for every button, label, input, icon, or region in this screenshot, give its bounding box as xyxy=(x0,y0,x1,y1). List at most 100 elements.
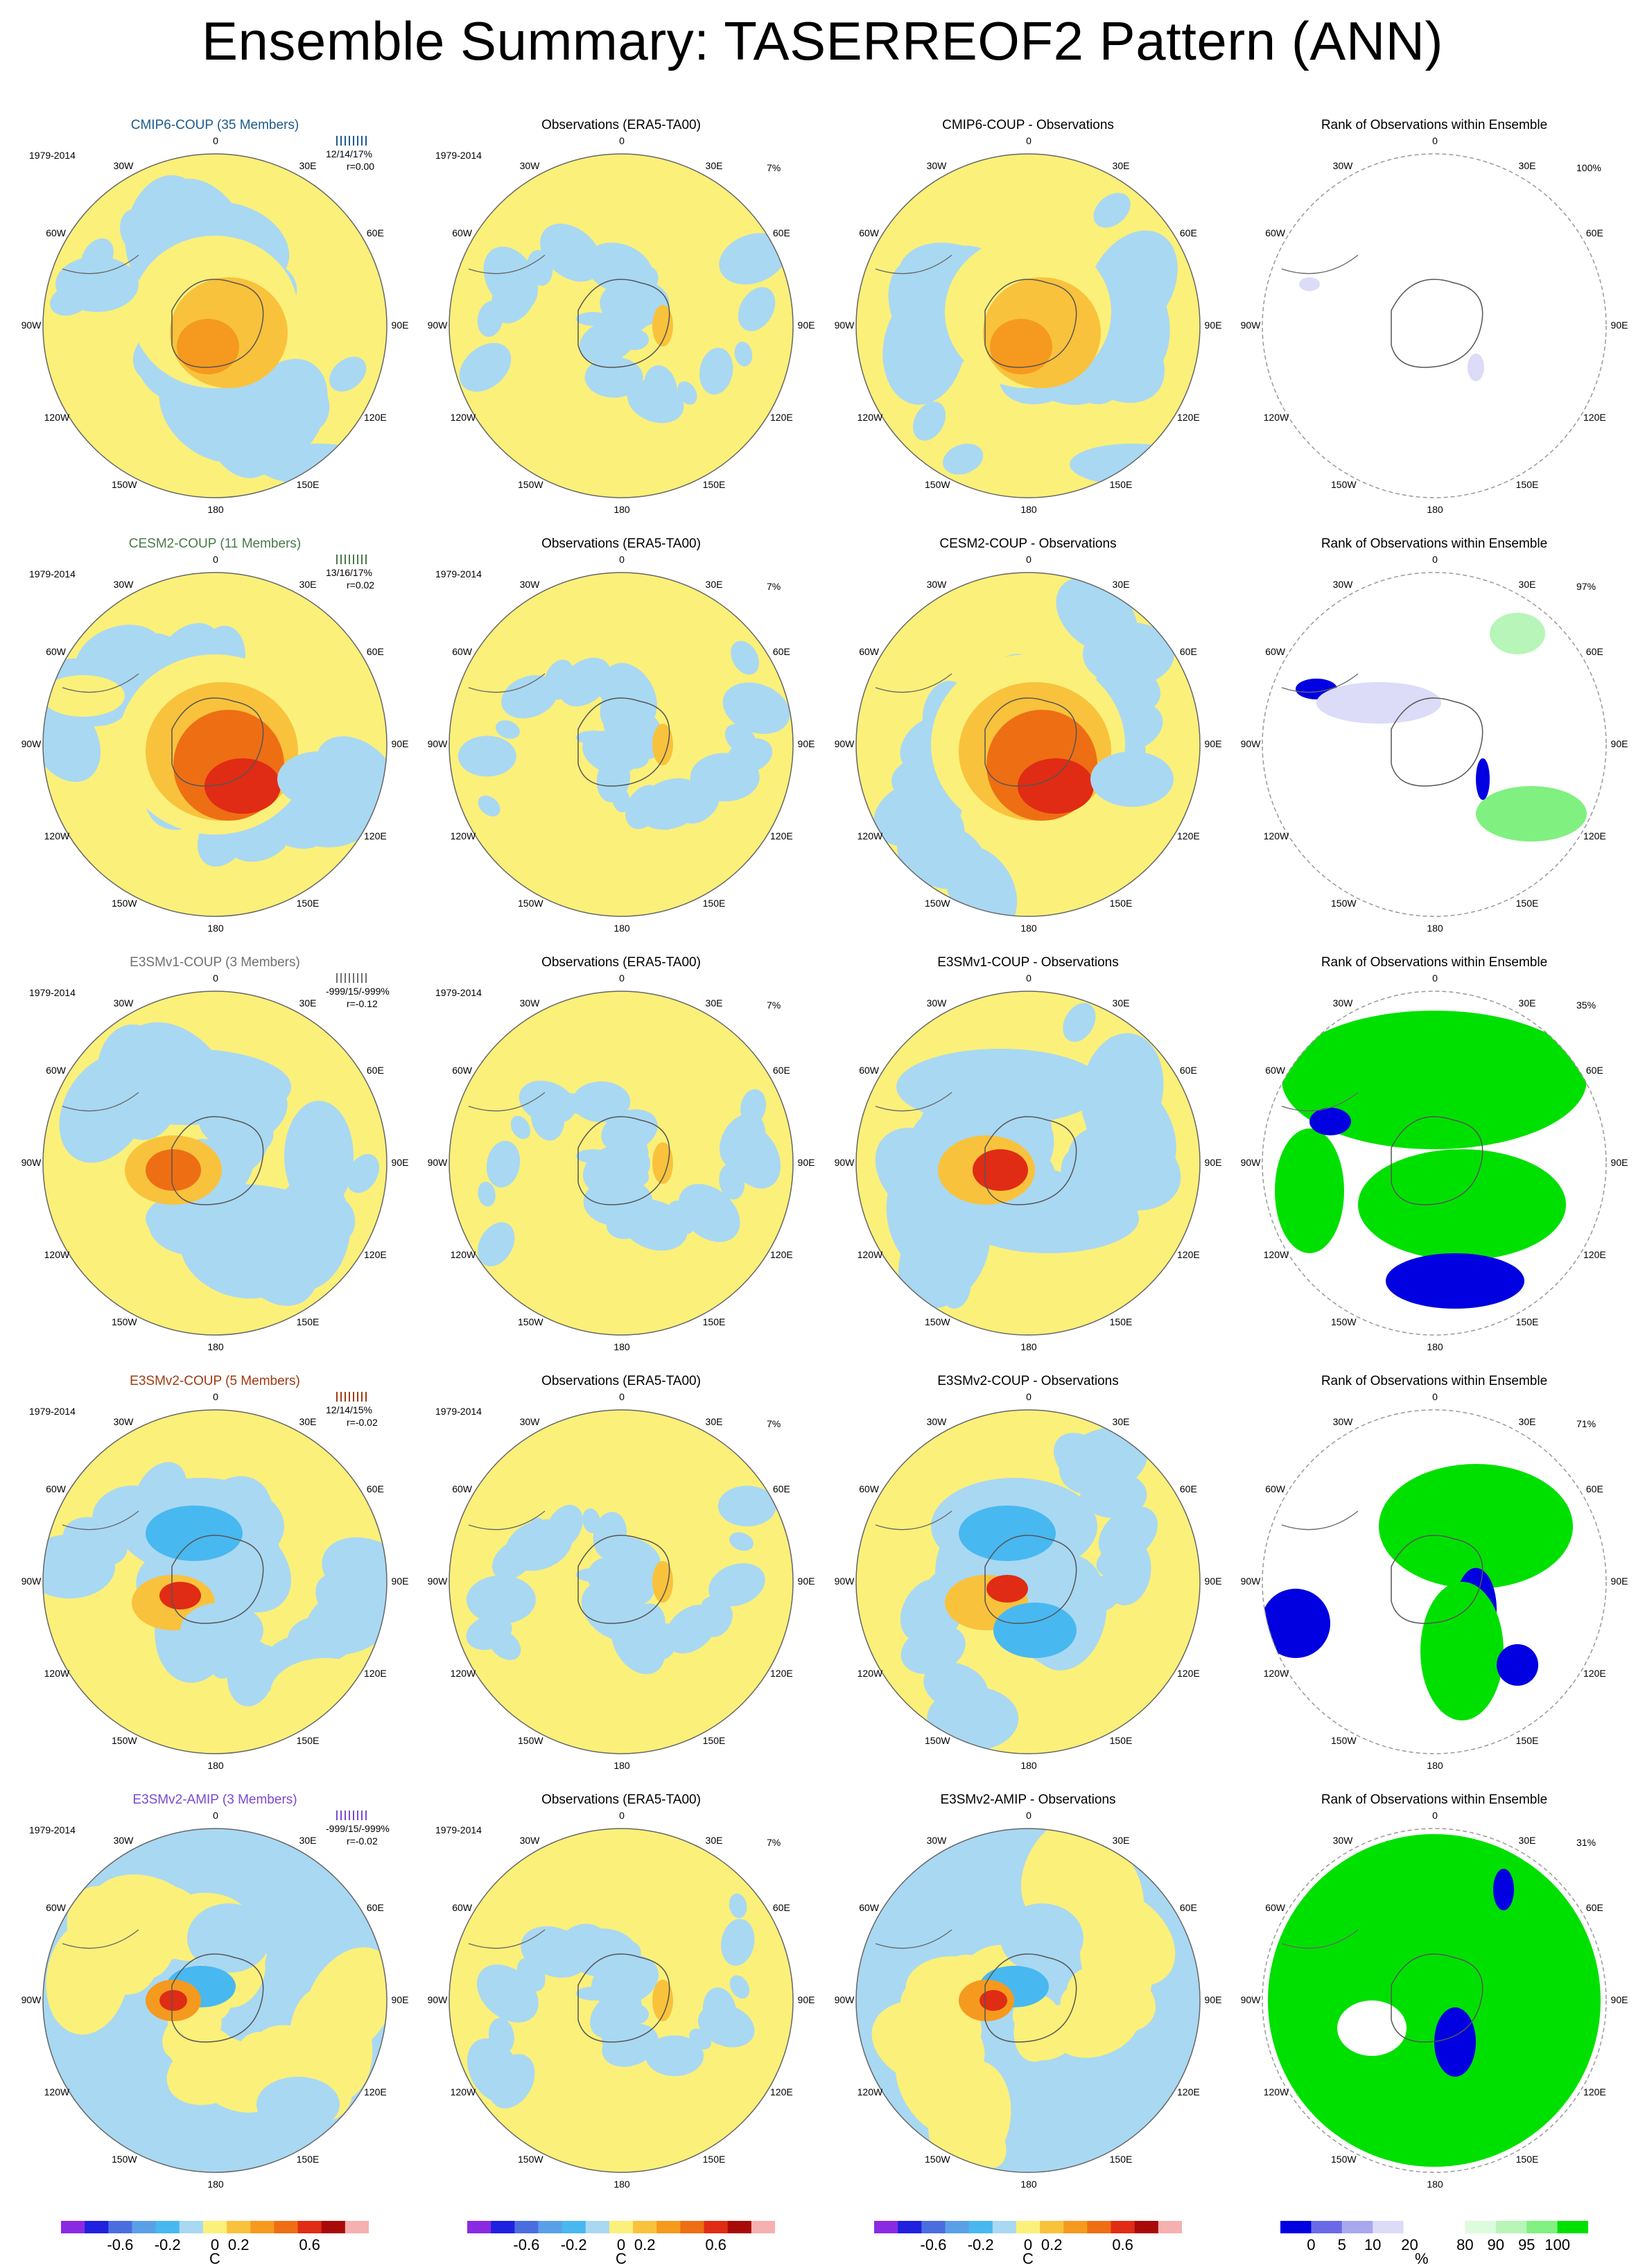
ensemble-tick xyxy=(349,136,350,146)
field-patch xyxy=(729,1532,754,1551)
longitude-label: 90E xyxy=(391,320,409,331)
field-patch xyxy=(943,444,984,475)
longitude-label: 150E xyxy=(296,479,320,491)
map-boundary xyxy=(855,153,1201,498)
field-anomaly xyxy=(621,2004,649,2025)
longitude-label: 90W xyxy=(21,320,42,331)
field-anomaly xyxy=(146,1506,243,1561)
longitude-label: 120E xyxy=(1177,2086,1200,2097)
longitude-label: 60W xyxy=(859,1483,880,1494)
ensemble-tick xyxy=(357,1811,358,1820)
longitude-label: 90W xyxy=(1240,1994,1261,2005)
longitude-label: 60W xyxy=(46,1483,67,1494)
longitude-label: 30E xyxy=(1518,159,1536,171)
rank-region xyxy=(1434,2007,1476,2077)
ensemble-tick xyxy=(365,1392,367,1402)
ensemble-tick xyxy=(357,973,358,983)
field-patch xyxy=(717,1485,776,1527)
map-boundary xyxy=(42,1828,388,2173)
map-boundary xyxy=(1262,1828,1607,2173)
longitude-label: 120E xyxy=(1177,1249,1200,1260)
field-patch xyxy=(612,787,630,812)
longitude-label: 30E xyxy=(705,997,723,1009)
difference-panel-title: E3SMv2-COUP - Observations xyxy=(937,1374,1119,1388)
colorbar-swatch xyxy=(250,2221,275,2233)
longitude-label: 120W xyxy=(1263,1668,1289,1679)
longitude-label: 150E xyxy=(702,1316,726,1328)
field-patch xyxy=(486,1140,521,1188)
longitude-label: 120W xyxy=(1263,412,1289,423)
longitude-label: 30E xyxy=(299,1415,317,1427)
longitude-label: 0 xyxy=(619,972,625,984)
longitude-label: 30E xyxy=(1518,997,1536,1009)
colorbar-tick-label: -0.2 xyxy=(154,2236,181,2253)
field-anomaly xyxy=(973,1149,1028,1191)
ensemble-tick xyxy=(353,136,354,146)
longitude-label: 90E xyxy=(391,1994,409,2005)
map-obs-row5 xyxy=(449,1828,794,2173)
field-patch xyxy=(1122,231,1152,273)
longitude-label: 90W xyxy=(834,738,855,749)
longitude-label: 180 xyxy=(1020,1341,1037,1352)
ensemble-tick xyxy=(340,555,342,564)
antarctica-coastline xyxy=(577,697,670,787)
colorbar-swatch xyxy=(1403,2221,1435,2233)
longitude-label: 30E xyxy=(1112,159,1130,171)
ensemble-tick xyxy=(340,1392,342,1402)
longitude-label: 120E xyxy=(770,1249,793,1260)
south-america-coastline xyxy=(468,1092,546,1112)
colorbar-swatch xyxy=(1016,2221,1041,2233)
longitude-label: 60W xyxy=(859,1902,880,1913)
ensemble-tick xyxy=(353,1392,354,1402)
map-diff-row1 xyxy=(855,153,1201,498)
model-panel-title: E3SMv1-COUP (3 Members) xyxy=(130,955,300,970)
longitude-label: 150E xyxy=(296,898,320,909)
longitude-label: 30W xyxy=(926,1834,947,1846)
field-patch xyxy=(726,1124,781,1189)
field-patch xyxy=(119,209,150,251)
antarctica-coastline xyxy=(984,279,1077,368)
stats-label: 13/16/17% xyxy=(326,567,372,578)
longitude-label: 120E xyxy=(770,2086,793,2097)
field-patch xyxy=(729,1975,750,1999)
field-patch xyxy=(166,2036,256,2105)
rank-region xyxy=(1316,682,1441,724)
field-anomaly xyxy=(677,1246,704,1302)
longitude-label: 180 xyxy=(207,504,224,515)
longitude-label: 60E xyxy=(1585,1483,1603,1494)
longitude-label: 90W xyxy=(427,1994,448,2005)
map-boundary xyxy=(42,153,388,498)
period-label: 1979-2014 xyxy=(29,987,76,998)
field-patch xyxy=(1070,1848,1104,1887)
longitude-label: 60W xyxy=(859,646,880,657)
longitude-label: 30W xyxy=(926,997,947,1009)
longitude-label: 60E xyxy=(1585,646,1603,657)
longitude-label: 120E xyxy=(364,830,387,841)
colorbar-swatch xyxy=(680,2221,705,2233)
longitude-label: 120E xyxy=(1583,830,1606,841)
field-patch xyxy=(619,1128,648,1162)
field-anomaly xyxy=(896,1049,1104,1125)
longitude-label: 30E xyxy=(1518,578,1536,590)
ensemble-tick xyxy=(340,1811,342,1820)
colorbar-swatch xyxy=(108,2221,132,2233)
longitude-label: 60W xyxy=(859,227,880,238)
longitude-label: 90W xyxy=(21,738,42,749)
longitude-label: 150W xyxy=(112,2154,137,2165)
colorbar-swatch xyxy=(345,2221,369,2233)
colorbar-swatch xyxy=(921,2221,946,2233)
south-america-coastline xyxy=(1281,1092,1359,1112)
longitude-label: 150E xyxy=(1515,1735,1539,1747)
field-patch xyxy=(721,1919,755,1966)
obs-panel-title: Observations (ERA5-TA00) xyxy=(541,955,701,970)
rank-percent-label: 31% xyxy=(1576,1837,1596,1848)
longitude-label: 90W xyxy=(834,320,855,331)
longitude-label: 120W xyxy=(1263,1249,1289,1260)
antarctica-coastline xyxy=(577,1116,670,1205)
field-patch xyxy=(1102,1036,1132,1078)
longitude-label: 90E xyxy=(1204,1576,1222,1587)
field-patch xyxy=(501,675,558,719)
ensemble-tick xyxy=(345,973,346,983)
longitude-label: 30W xyxy=(519,997,540,1009)
map-boundary xyxy=(855,1828,1201,2173)
